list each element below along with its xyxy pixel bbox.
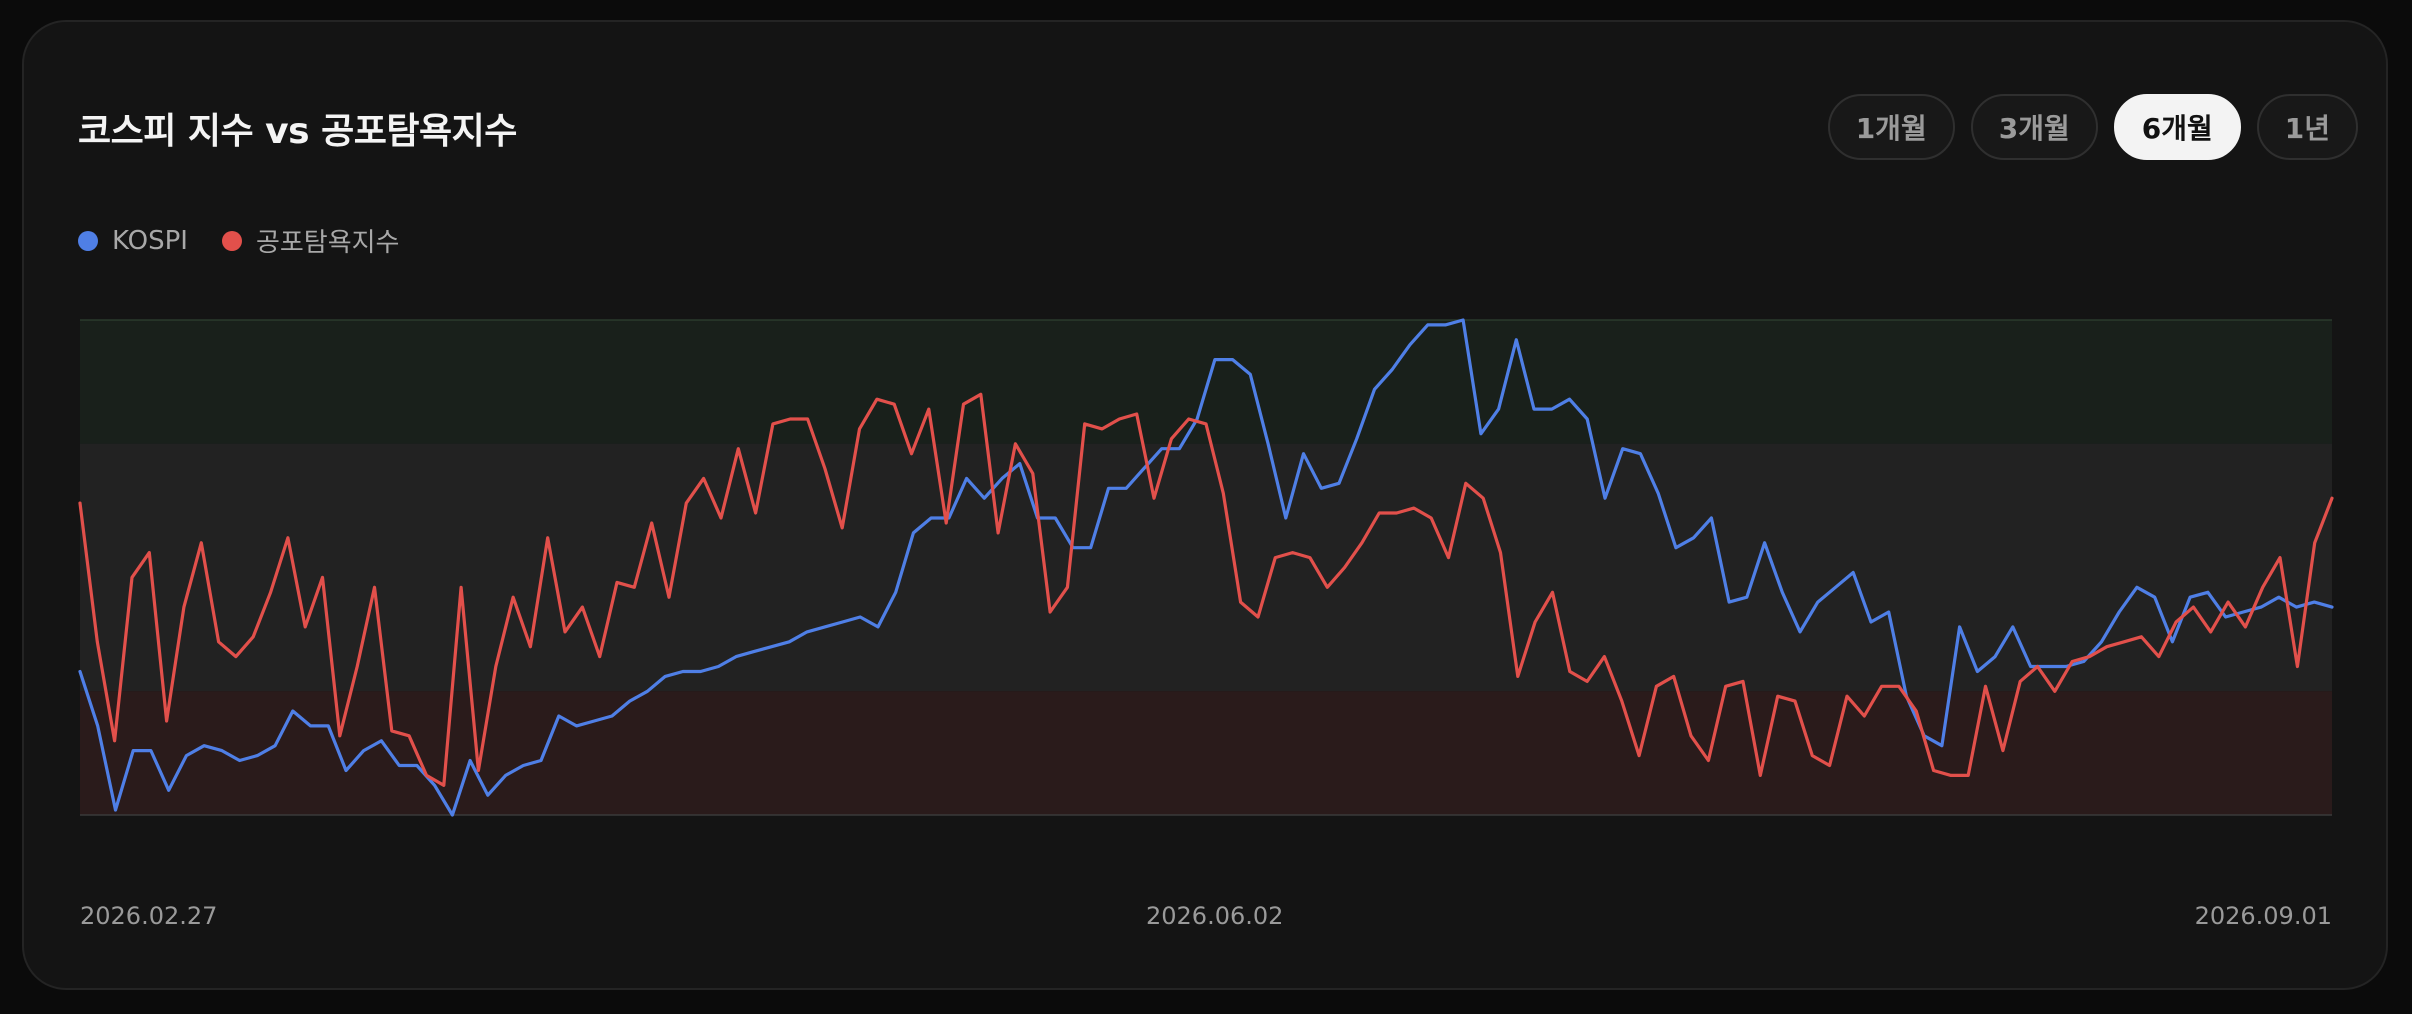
legend-label-fear-greed: 공포탐욕지수 xyxy=(255,228,400,258)
zone-fear xyxy=(80,691,2332,815)
range-button-3m[interactable]: 3개월 xyxy=(1970,94,2098,160)
zone-neutral xyxy=(80,443,2332,692)
legend-item-kospi[interactable]: KOSPI xyxy=(78,226,188,256)
series-line-kospi xyxy=(78,318,2334,817)
x-axis-label-mid: 2026.06.02 xyxy=(1146,902,1284,930)
legend-label-kospi: KOSPI xyxy=(112,225,188,256)
range-button-1m[interactable]: 1개월 xyxy=(1827,94,1955,160)
page-title: 코스피 지수 vs 공포탐욕지수 xyxy=(78,111,517,152)
legend-dot-icon xyxy=(78,230,98,251)
legend-dot-icon xyxy=(221,230,242,251)
x-axis-label-start: 2026.02.27 xyxy=(80,902,218,930)
legend-item-fear-greed[interactable]: 공포탐욕지수 xyxy=(221,222,400,259)
range-selector: 1개월 3개월 6개월 1년 xyxy=(1827,94,2358,160)
chart-legend: KOSPI 공포탐욕지수 xyxy=(78,222,399,259)
range-button-6m[interactable]: 6개월 xyxy=(2113,94,2241,160)
x-axis-label-end: 2026.09.01 xyxy=(2194,902,2332,930)
range-button-1y[interactable]: 1년 xyxy=(2256,94,2358,160)
series-line-fear-greed xyxy=(78,392,2334,787)
